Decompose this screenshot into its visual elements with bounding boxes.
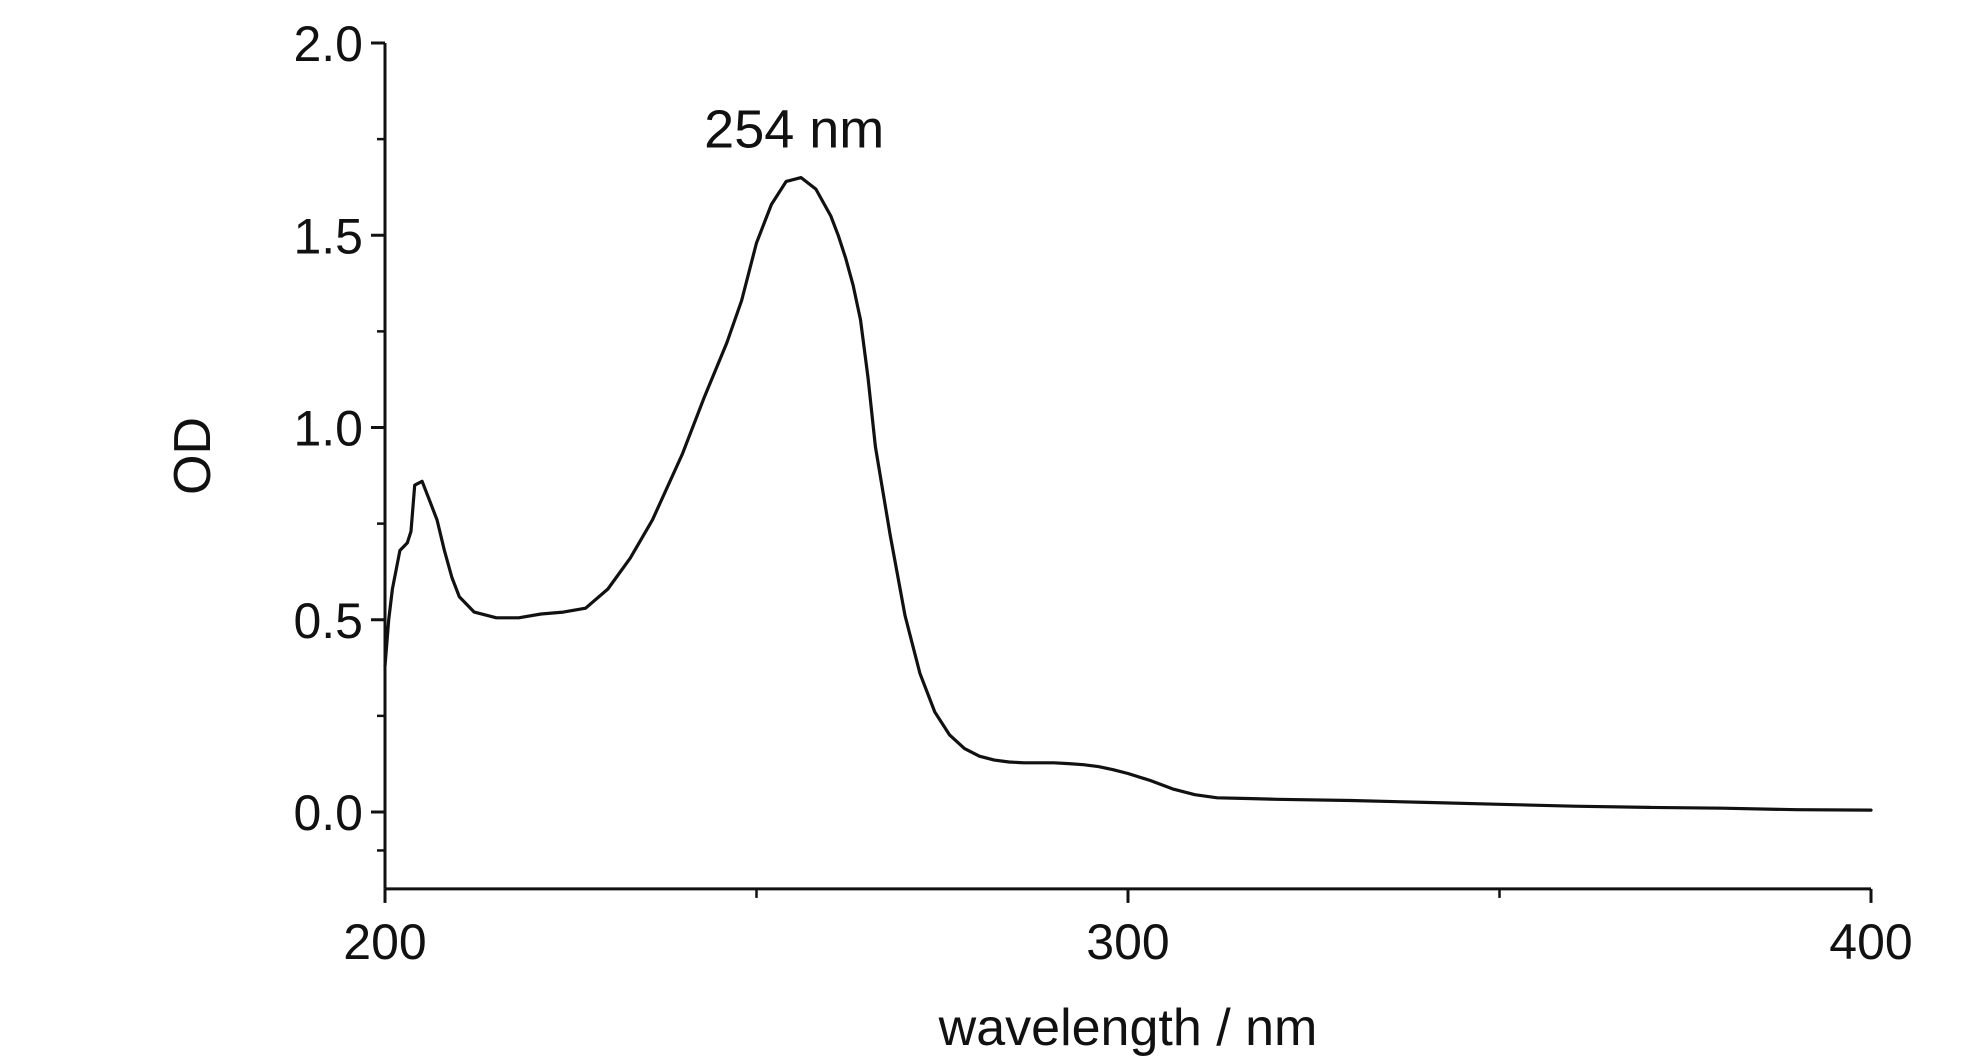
spectrum-line (383, 176, 1873, 812)
axes: 0.0 0.5 1.0 1.5 2.0 200 300 400 (293, 16, 1912, 970)
y-tick-label: 0.5 (293, 593, 363, 649)
x-tick-label: 400 (1829, 914, 1912, 970)
y-tick-label: 1.5 (293, 208, 363, 264)
peak-annotation: 254 nm (704, 100, 884, 160)
plot-area: 254 nm (383, 100, 1873, 812)
labels: wavelength / nm OD (164, 417, 1317, 1057)
y-tick-label: 2.0 (293, 16, 363, 72)
x-tick-label: 300 (1086, 914, 1169, 970)
y-tick-label: 0.0 (293, 785, 363, 841)
y-axis-label: OD (164, 417, 222, 495)
x-tick-label: 200 (343, 914, 426, 970)
y-tick-label: 1.0 (293, 401, 363, 457)
x-axis-label: wavelength / nm (938, 999, 1318, 1057)
